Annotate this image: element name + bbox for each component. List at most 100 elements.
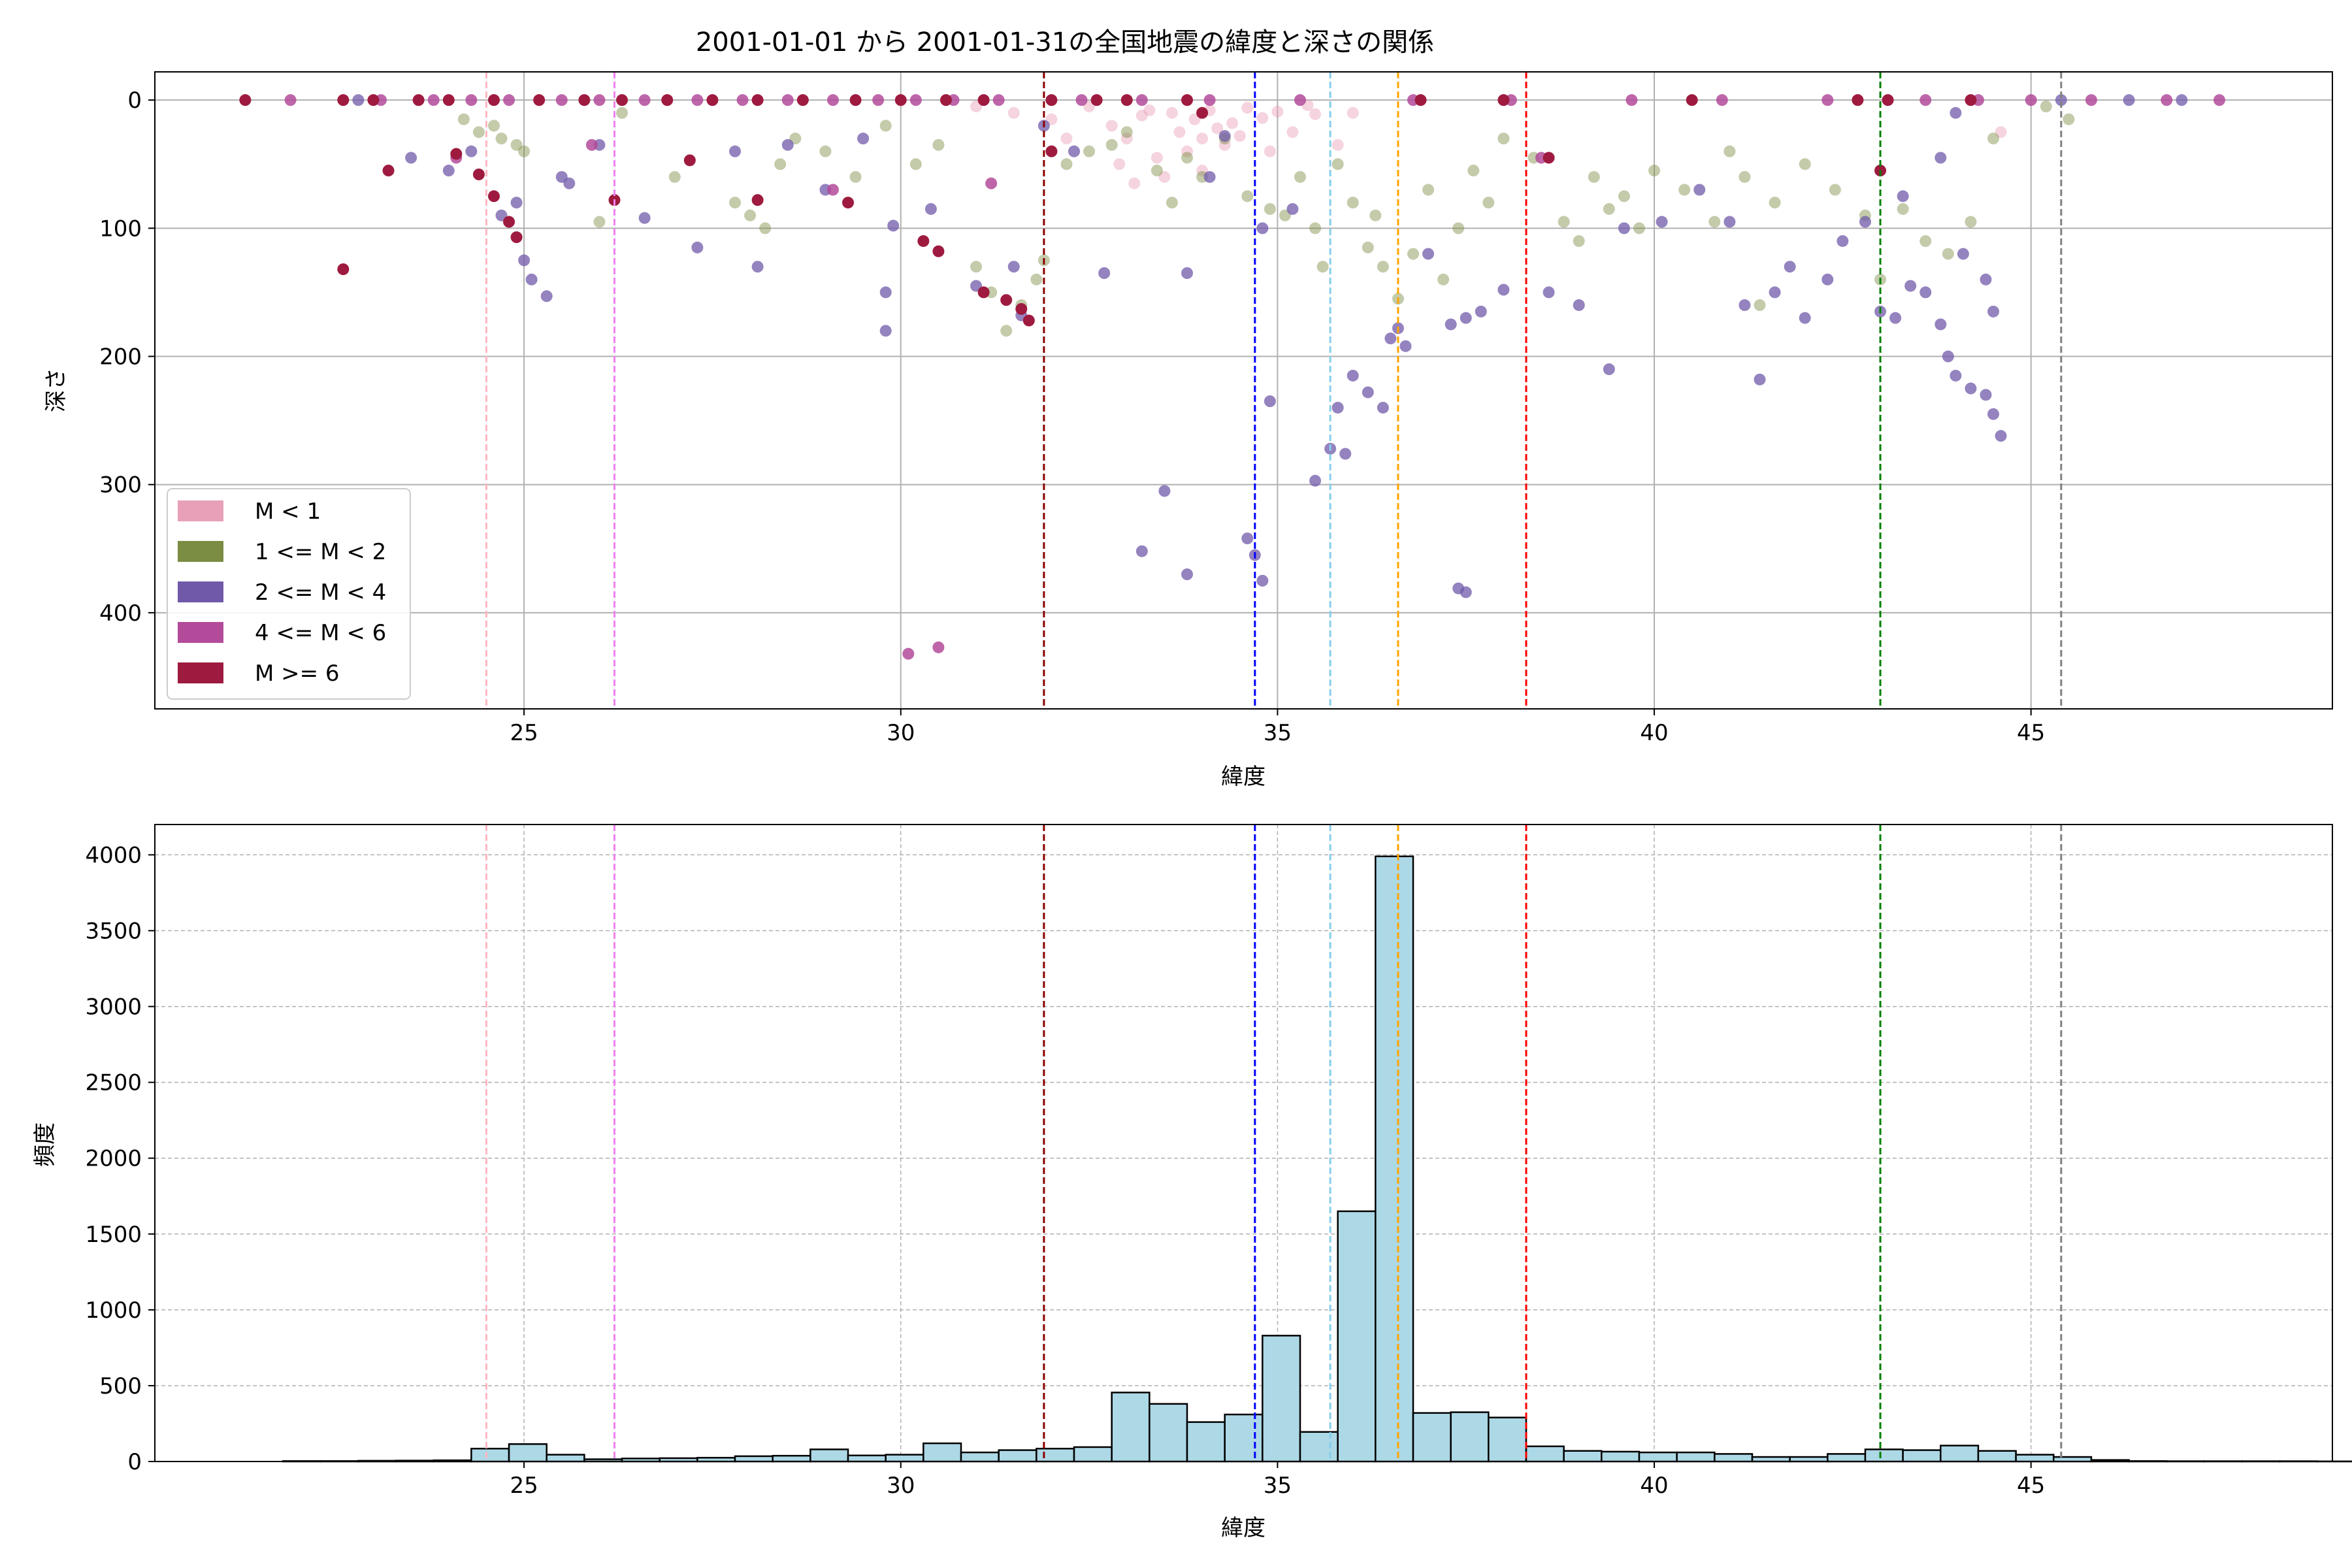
scatter-y-tick-label: 100 bbox=[99, 216, 142, 242]
scatter-point bbox=[729, 197, 742, 209]
histogram-bar bbox=[1262, 1335, 1301, 1463]
scatter-point bbox=[932, 641, 945, 653]
scatter-point bbox=[744, 209, 757, 221]
scatter-point bbox=[2055, 94, 2067, 106]
scatter-point bbox=[578, 94, 591, 106]
scatter-point bbox=[819, 145, 832, 157]
scatter-point bbox=[487, 190, 500, 203]
scatter-point bbox=[1316, 261, 1329, 273]
histogram-bar bbox=[1789, 1456, 1829, 1463]
scatter-point bbox=[1980, 273, 1992, 286]
scatter-point bbox=[510, 197, 523, 209]
scatter-point bbox=[1135, 94, 1148, 106]
scatter-grid bbox=[155, 72, 2332, 709]
scatter-point bbox=[796, 94, 809, 106]
histogram-panel: 25 30 35 40 45 0 500 1000 1500 2000 2500 3000 3500 4… bbox=[32, 824, 2352, 1541]
histogram-bar bbox=[1714, 1453, 1754, 1463]
histogram-bar bbox=[1488, 1416, 1527, 1463]
scatter-point bbox=[1294, 171, 1306, 183]
scatter-point bbox=[1935, 318, 1947, 331]
histogram-bars bbox=[282, 855, 2352, 1463]
legend-swatch-m-1-2 bbox=[178, 541, 223, 562]
scatter-legend: M < 1 1 <= M < 2 2 <= M < 4 4 <= M < 6 M… bbox=[167, 488, 411, 700]
scatter-point bbox=[487, 94, 500, 106]
scatter-point bbox=[879, 286, 892, 299]
scatter-point bbox=[1739, 171, 1751, 183]
scatter-point bbox=[450, 148, 463, 160]
scatter-point bbox=[2161, 94, 2173, 106]
scatter-point bbox=[879, 325, 892, 337]
scatter-point bbox=[472, 126, 485, 139]
histogram-x-ticks: 25 30 35 40 45 bbox=[510, 1462, 2045, 1499]
scatter-point bbox=[1158, 171, 1171, 183]
scatter-y-axis-label: 深さ bbox=[43, 368, 69, 412]
scatter-point bbox=[1030, 273, 1043, 286]
scatter-point bbox=[1045, 94, 1058, 106]
histogram-bar bbox=[546, 1454, 585, 1463]
scatter-point bbox=[1995, 126, 2007, 139]
scatter-point bbox=[826, 184, 839, 196]
scatter-point bbox=[902, 647, 915, 660]
histogram-y-tick-label: 3500 bbox=[85, 919, 142, 945]
scatter-point bbox=[1331, 158, 1344, 171]
scatter-point bbox=[939, 94, 952, 106]
scatter-point bbox=[1331, 139, 1344, 151]
histogram-bar bbox=[1111, 1392, 1151, 1463]
scatter-point bbox=[1852, 94, 1864, 106]
scatter-point bbox=[1919, 235, 1932, 247]
scatter-point bbox=[691, 241, 704, 253]
scatter-point bbox=[465, 94, 478, 106]
scatter-point bbox=[1558, 216, 1570, 228]
scatter-point bbox=[909, 94, 922, 106]
scatter-point bbox=[367, 94, 380, 106]
scatter-point bbox=[1158, 485, 1171, 497]
scatter-point bbox=[593, 94, 606, 106]
scatter-point bbox=[1331, 401, 1344, 414]
scatter-point bbox=[751, 261, 764, 273]
scatter-point bbox=[1859, 216, 1871, 228]
scatter-point bbox=[382, 165, 395, 177]
scatter-point bbox=[1135, 545, 1148, 557]
scatter-points bbox=[239, 94, 2226, 660]
scatter-point bbox=[1754, 373, 1766, 385]
scatter-point bbox=[1007, 261, 1020, 273]
histogram-x-axis-label: 緯度 bbox=[1221, 1515, 1266, 1541]
scatter-point bbox=[1422, 184, 1435, 196]
histogram-x-tick-label: 45 bbox=[2017, 1473, 2045, 1499]
scatter-point bbox=[1950, 369, 1962, 382]
scatter-point bbox=[1460, 586, 1472, 598]
legend-swatch-m-2-4 bbox=[178, 581, 223, 602]
scatter-point bbox=[1573, 299, 1585, 312]
scatter-point bbox=[1362, 386, 1374, 399]
scatter-y-ticks: 0 100 200 300 400 bbox=[99, 88, 155, 627]
histogram-bar bbox=[1412, 1412, 1452, 1463]
scatter-point bbox=[1181, 267, 1194, 279]
scatter-point bbox=[337, 94, 350, 106]
scatter-point bbox=[1716, 94, 1728, 106]
scatter-point bbox=[1987, 305, 2000, 318]
scatter-point bbox=[924, 203, 937, 215]
scatter-point bbox=[1218, 139, 1231, 151]
scatter-point bbox=[1347, 106, 1359, 119]
scatter-y-tick-label: 0 bbox=[127, 88, 142, 114]
scatter-point bbox=[337, 263, 350, 276]
scatter-point bbox=[518, 254, 531, 267]
scatter-point bbox=[1821, 273, 1834, 286]
scatter-point bbox=[1603, 363, 1615, 376]
histogram-bar bbox=[1601, 1450, 1641, 1463]
scatter-point bbox=[894, 94, 907, 106]
scatter-point bbox=[683, 154, 696, 167]
scatter-point bbox=[2025, 94, 2037, 106]
scatter-point bbox=[638, 212, 651, 224]
scatter-point bbox=[781, 94, 794, 106]
scatter-point bbox=[1723, 216, 1736, 228]
scatter-point bbox=[1000, 294, 1013, 306]
scatter-point bbox=[1241, 190, 1254, 203]
scatter-point bbox=[1543, 152, 1555, 164]
scatter-point bbox=[616, 94, 629, 106]
histogram-y-tick-label: 500 bbox=[99, 1373, 142, 1399]
histogram-y-tick-label: 3000 bbox=[85, 994, 142, 1021]
scatter-point bbox=[495, 133, 508, 145]
scatter-point bbox=[909, 158, 922, 171]
